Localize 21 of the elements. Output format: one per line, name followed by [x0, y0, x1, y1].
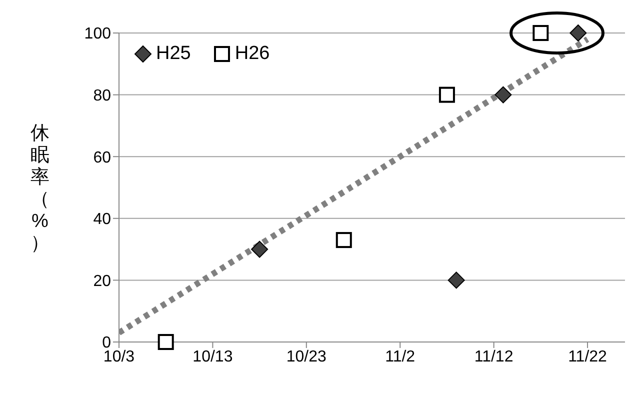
- x-tick-label: 10/13: [192, 348, 233, 366]
- y-tick-label: 40: [93, 211, 112, 228]
- y-axis-title: 休眠率（%）: [30, 123, 50, 254]
- point: [532, 25, 549, 41]
- point: [336, 232, 352, 248]
- point: [251, 240, 268, 258]
- point: [438, 86, 455, 103]
- legend-label: H25: [156, 43, 191, 65]
- point: [570, 24, 587, 42]
- point: [494, 86, 512, 104]
- y-tick-label: 20: [93, 272, 112, 290]
- y-tick-label: 80: [93, 87, 112, 104]
- x-tick-label: 11/2: [385, 348, 416, 366]
- x-tick-label: 11/12: [474, 348, 514, 366]
- x-tick-label: 10/23: [286, 348, 327, 366]
- y-tick-label: 100: [84, 26, 112, 43]
- x-tick-label: 11/22: [568, 348, 608, 366]
- legend-label: H26: [234, 43, 270, 65]
- y-tick-label: 60: [93, 149, 112, 166]
- point: [158, 334, 174, 350]
- point: [448, 272, 465, 289]
